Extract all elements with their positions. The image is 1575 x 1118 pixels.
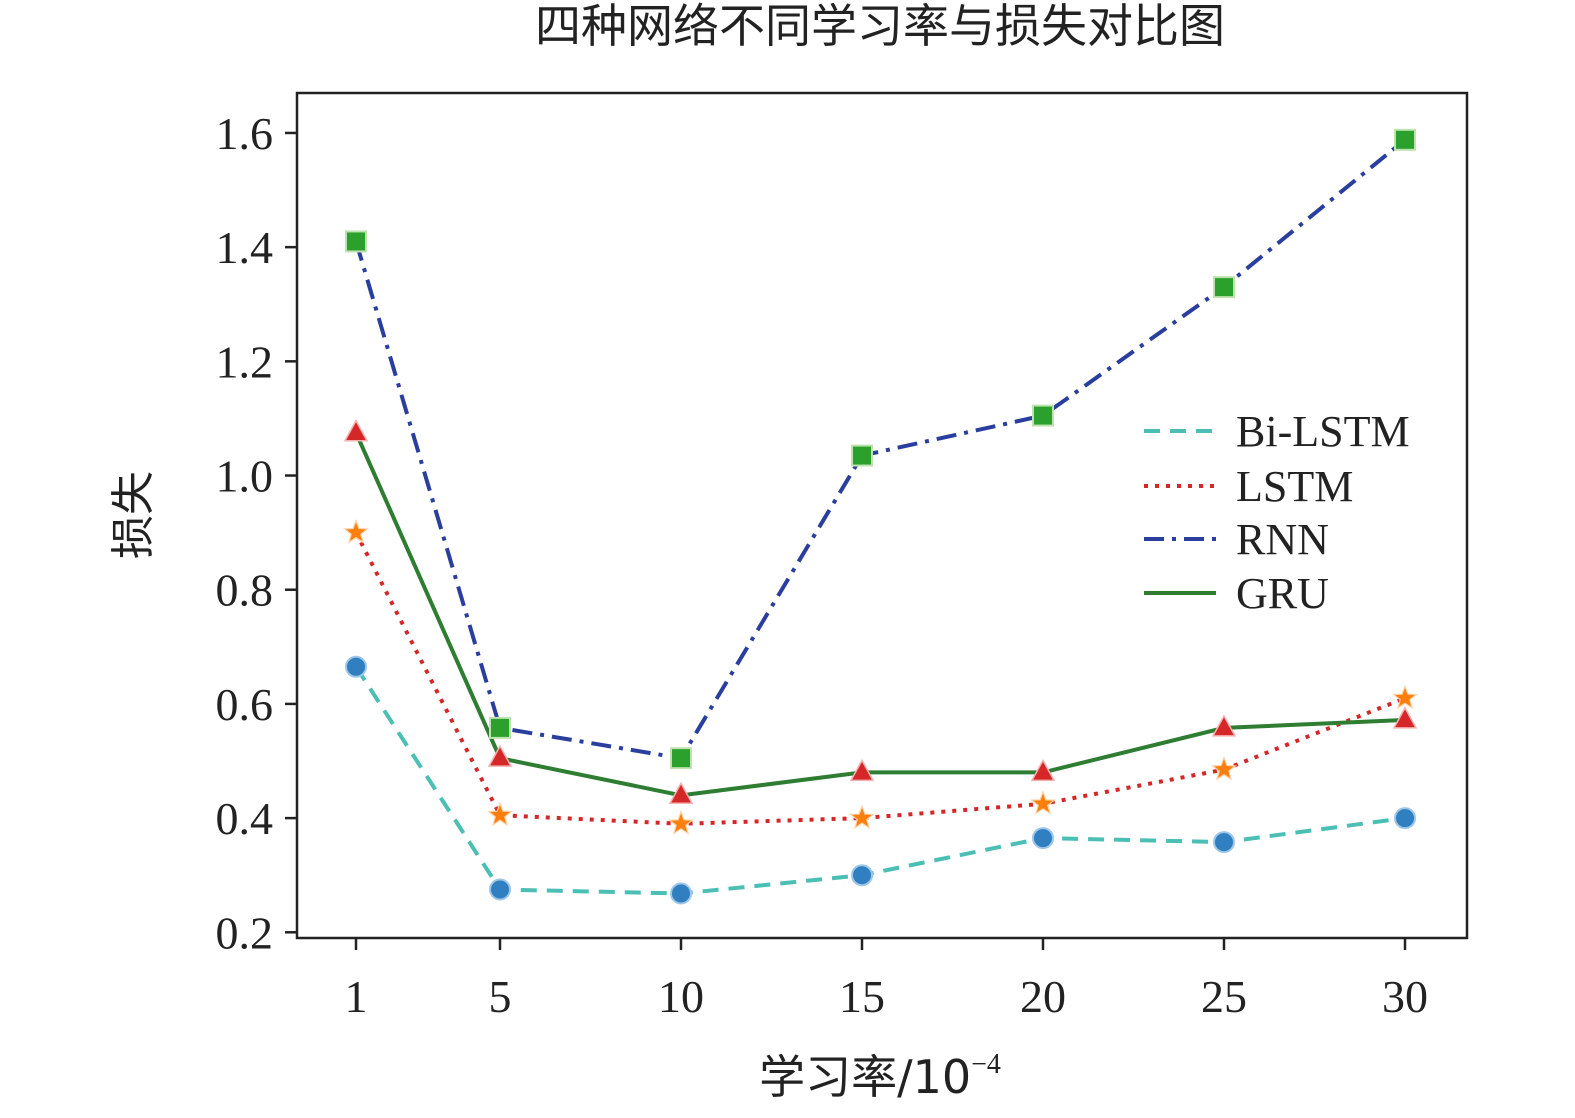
data-point-bi-lstm [1213, 831, 1235, 854]
data-point-rnn [489, 716, 511, 739]
legend-label-lstm: LSTM [1236, 462, 1353, 511]
data-point-rnn [851, 444, 873, 467]
data-point-gru [487, 744, 513, 767]
y-tick-label: 0.6 [216, 679, 274, 730]
data-point-lstm [486, 801, 514, 827]
data-point-lstm [667, 810, 695, 835]
data-point-bi-lstm [670, 882, 692, 905]
x-axis-label-text: 学习率/10 [759, 1050, 971, 1104]
data-point-lstm [1029, 790, 1057, 815]
y-tick-label: 1.6 [216, 108, 274, 159]
data-point-bi-lstm [489, 878, 511, 901]
data-point-bi-lstm [851, 864, 873, 887]
y-tick-label: 0.4 [216, 793, 274, 844]
x-tick-label: 20 [1020, 971, 1066, 1022]
y-tick-label: 1.4 [216, 222, 274, 273]
legend-label-rnn: RNN [1236, 515, 1329, 564]
y-axis: 0.2 0.4 0.6 0.8 1.0 1.2 1.4 1.6 [216, 108, 297, 958]
x-tick-label: 10 [658, 971, 704, 1022]
data-point-gru [1392, 706, 1418, 729]
y-axis-label: 损失 [108, 471, 159, 559]
x-tick-label: 1 [345, 971, 368, 1022]
data-point-lstm [848, 804, 876, 830]
x-axis-label-exponent: −4 [971, 1049, 1001, 1080]
data-point-rnn [1394, 128, 1416, 151]
data-point-gru [668, 781, 694, 805]
x-axis: 1 5 10 15 20 25 30 [345, 938, 1428, 1022]
chart-title: 四种网络不同学习率与损失对比图 [535, 0, 1225, 53]
data-point-lstm [1210, 755, 1238, 781]
x-tick-label: 15 [839, 971, 885, 1022]
data-point-rnn [1213, 276, 1235, 299]
x-tick-label: 5 [489, 971, 512, 1022]
y-tick-label: 0.8 [216, 565, 274, 616]
data-point-lstm [1391, 684, 1419, 710]
data-point-rnn [1032, 404, 1054, 427]
x-axis-label: 学习率/10−4 [759, 1049, 1001, 1104]
data-point-bi-lstm [1032, 827, 1054, 850]
y-tick-label: 1.2 [216, 336, 274, 387]
data-point-rnn [345, 230, 367, 253]
x-tick-label: 30 [1382, 971, 1428, 1022]
legend-label-gru: GRU [1236, 569, 1329, 618]
y-tick-label: 0.2 [216, 907, 274, 958]
data-point-lstm [342, 518, 370, 544]
data-point-gru [343, 419, 369, 442]
series-line-bi-lstm [354, 665, 1406, 896]
legend-label-bi-lstm: Bi-LSTM [1236, 407, 1410, 456]
data-point-gru [1211, 714, 1237, 737]
series-markers [342, 128, 1419, 905]
data-point-bi-lstm [345, 655, 367, 678]
y-tick-label: 1.0 [216, 451, 274, 502]
data-point-gru [849, 758, 875, 782]
data-point-gru [1030, 758, 1056, 782]
data-point-bi-lstm [1394, 807, 1416, 830]
x-tick-label: 25 [1201, 971, 1247, 1022]
data-point-rnn [670, 747, 692, 770]
plot-frame [295, 91, 1469, 940]
